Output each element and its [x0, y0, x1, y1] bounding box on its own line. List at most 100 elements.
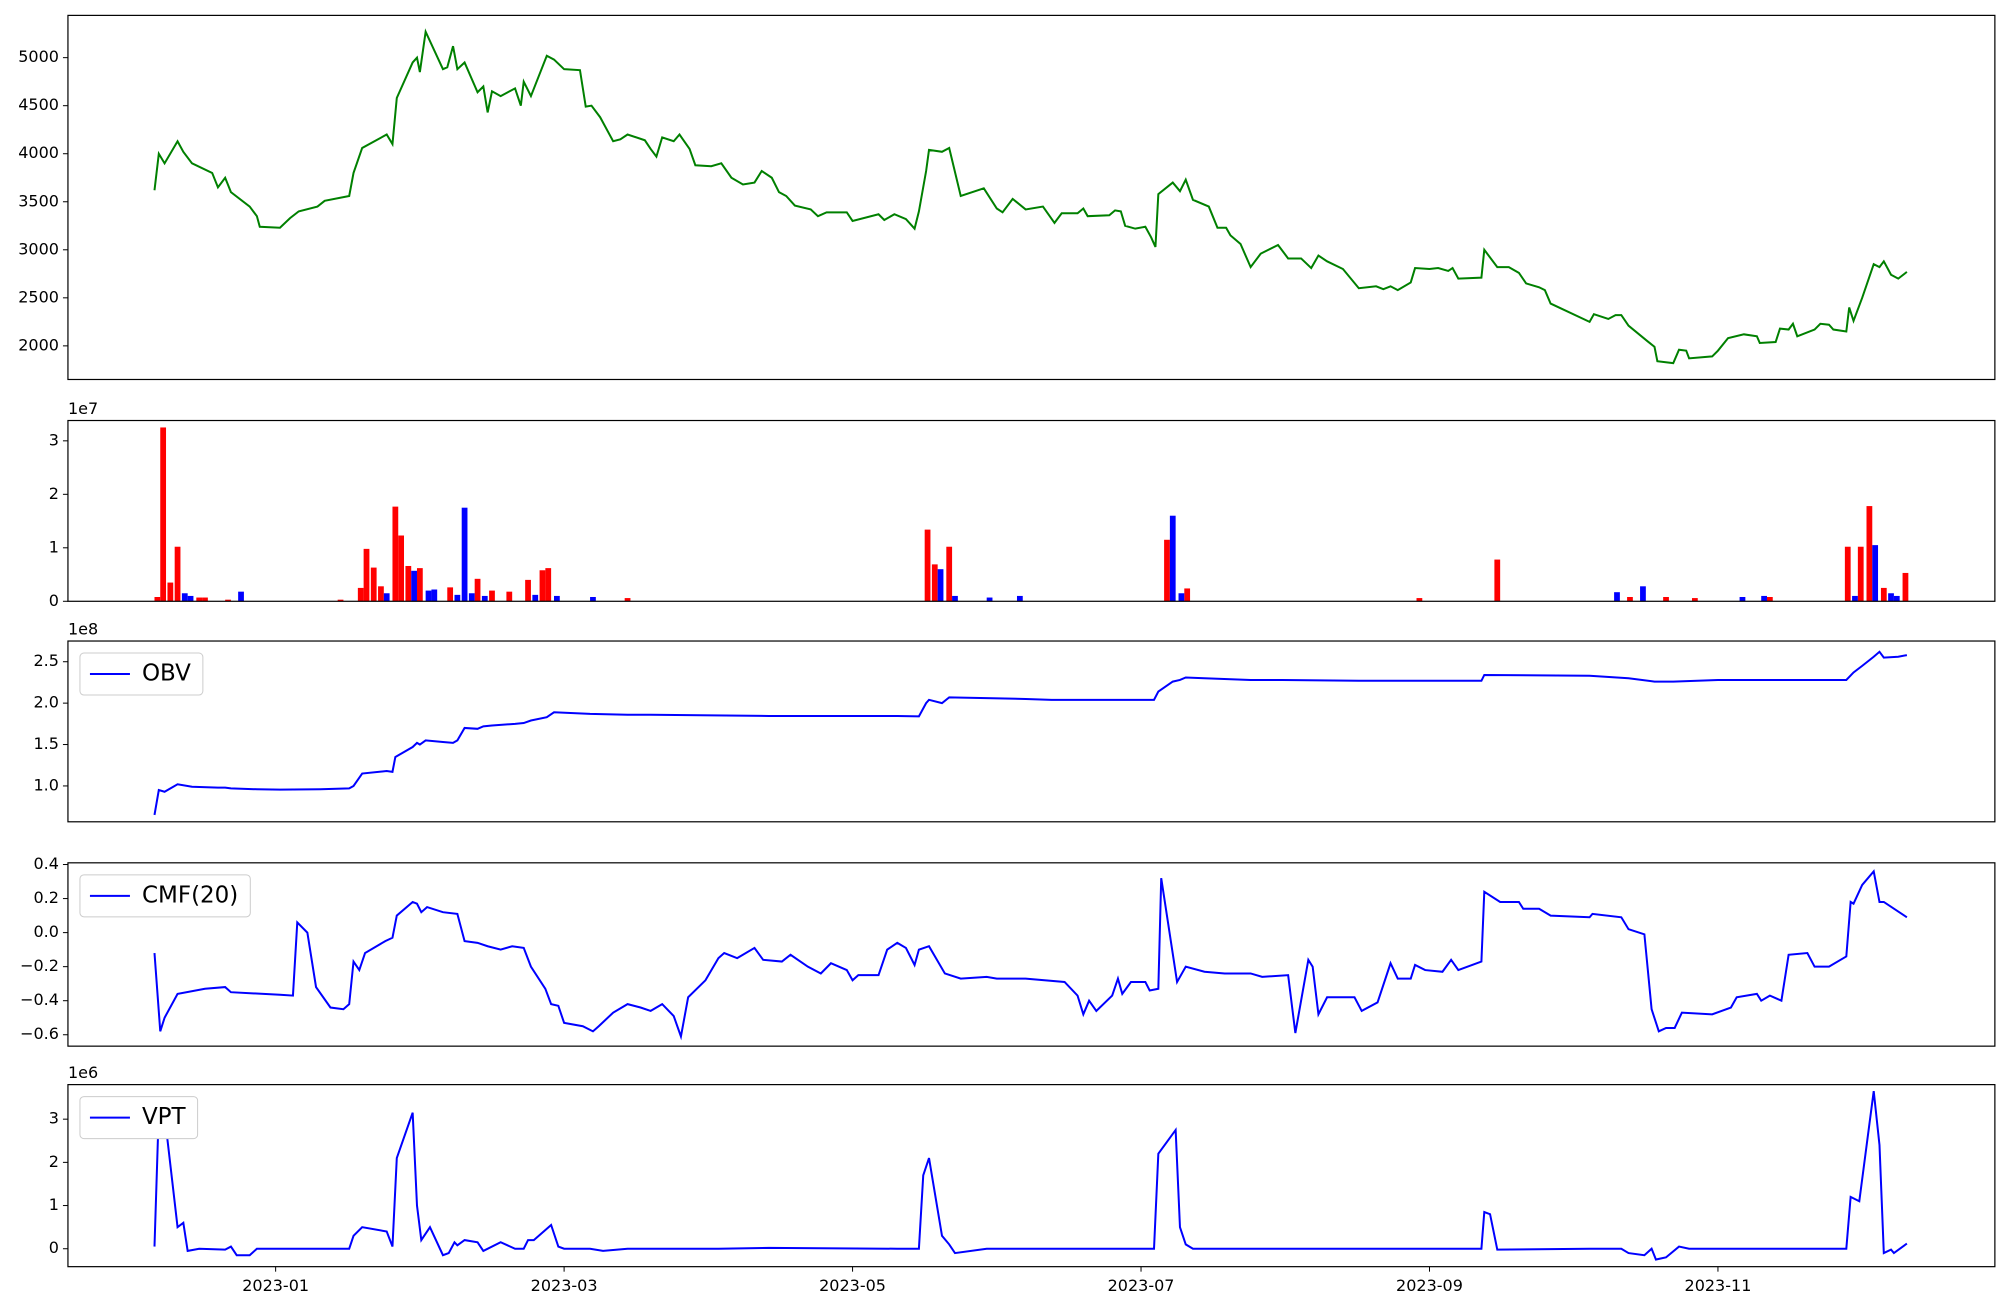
bar	[525, 579, 531, 602]
y-tick-label: 2.0	[33, 693, 58, 712]
y-tick-label: −0.4	[20, 990, 59, 1009]
bar	[1872, 545, 1879, 602]
legend: VPT	[79, 1096, 199, 1140]
y-tick-label: 0	[49, 1238, 59, 1257]
legend-box	[79, 874, 251, 918]
bar	[1416, 598, 1423, 602]
bar	[1178, 593, 1185, 602]
y-tick-label: 3500	[18, 191, 59, 210]
bar	[481, 595, 488, 602]
bar	[1164, 539, 1170, 602]
bar	[1691, 598, 1698, 602]
line-series	[153, 28, 1908, 365]
bar	[924, 529, 931, 602]
y-tick-label: 1	[49, 537, 59, 556]
bar	[468, 593, 475, 602]
y-tick-label: 2500	[18, 287, 59, 306]
bar	[1844, 546, 1851, 602]
bar	[937, 569, 944, 602]
bar	[383, 593, 390, 602]
line-series	[153, 869, 1908, 1041]
bar	[545, 568, 552, 602]
bar	[461, 507, 468, 602]
bar	[425, 590, 432, 602]
bar	[946, 546, 953, 602]
y-tick-label: 2	[49, 484, 59, 503]
y-tick-label: 0	[49, 591, 59, 610]
axis-offset-label: 1e7	[68, 399, 98, 418]
bar	[1169, 515, 1176, 602]
bar	[337, 599, 344, 602]
bar	[225, 599, 231, 602]
bar	[590, 597, 596, 602]
bar	[202, 597, 208, 602]
x-tick-label: 2023-07	[1108, 1276, 1175, 1295]
y-tick-label: 3000	[18, 239, 59, 258]
bar	[1739, 597, 1746, 602]
bar	[398, 535, 405, 602]
bar	[405, 565, 412, 602]
y-tick-label: 5000	[18, 47, 59, 66]
bar	[174, 546, 181, 602]
bar	[554, 595, 560, 602]
bar	[1852, 595, 1858, 602]
axes-frame	[67, 862, 1996, 1047]
y-tick-label: 0.4	[33, 854, 58, 873]
x-tick-label: 2023-01	[242, 1276, 309, 1295]
y-tick-label: 1.0	[33, 775, 58, 794]
bar	[1866, 506, 1873, 602]
bar	[474, 578, 481, 602]
bar	[1640, 586, 1646, 602]
bar	[1494, 559, 1501, 602]
legend: CMF(20)	[79, 874, 251, 918]
legend-label: OBV	[142, 661, 191, 687]
bar	[160, 427, 167, 602]
y-tick-label: 2	[49, 1152, 59, 1171]
bar	[1663, 597, 1669, 602]
bar	[1880, 587, 1887, 602]
y-tick-label: 4000	[18, 143, 59, 162]
bar	[447, 587, 454, 602]
bar	[1902, 572, 1909, 602]
bar	[952, 595, 958, 602]
legend: OBV	[79, 652, 204, 696]
bar	[454, 594, 461, 602]
y-tick-label: 0.2	[33, 888, 58, 907]
y-tick-label: 1.5	[33, 734, 58, 753]
axis-offset-label: 1e6	[68, 1063, 98, 1082]
legend-label: CMF(20)	[142, 882, 238, 908]
bar	[392, 506, 399, 602]
bar	[357, 587, 364, 602]
y-tick-label: 2000	[18, 335, 59, 354]
line-series	[153, 650, 1908, 816]
y-tick-label: 3	[49, 1109, 59, 1128]
panel: 1.0 1.5 2.0 2.5 1e8 OBV	[33, 620, 1996, 823]
bar	[181, 593, 188, 602]
y-tick-label: 2.5	[33, 651, 58, 670]
bar	[411, 570, 417, 602]
legend-box	[79, 1096, 199, 1140]
bar	[931, 564, 938, 602]
bar	[431, 589, 438, 602]
axes-frame	[67, 419, 1996, 602]
bar	[363, 548, 370, 602]
line-series	[153, 1090, 1908, 1261]
bar	[238, 591, 244, 602]
bar	[167, 582, 174, 602]
axes-frame	[67, 640, 1996, 823]
y-tick-label: −0.6	[20, 1024, 59, 1043]
bar	[624, 598, 631, 602]
bar	[1016, 595, 1023, 602]
bar	[506, 591, 513, 602]
bar	[986, 597, 993, 602]
y-tick-label: 3	[49, 430, 59, 449]
bar	[1766, 597, 1773, 602]
bar	[154, 597, 161, 602]
panel: −0.6 −0.4 −0.2 0.0 0.2 0.4 CMF(20)	[20, 854, 1996, 1047]
bar	[532, 594, 539, 602]
bar	[416, 568, 423, 602]
bar	[378, 586, 384, 602]
bar	[1761, 595, 1767, 602]
x-tick-label: 2023-03	[531, 1276, 598, 1295]
